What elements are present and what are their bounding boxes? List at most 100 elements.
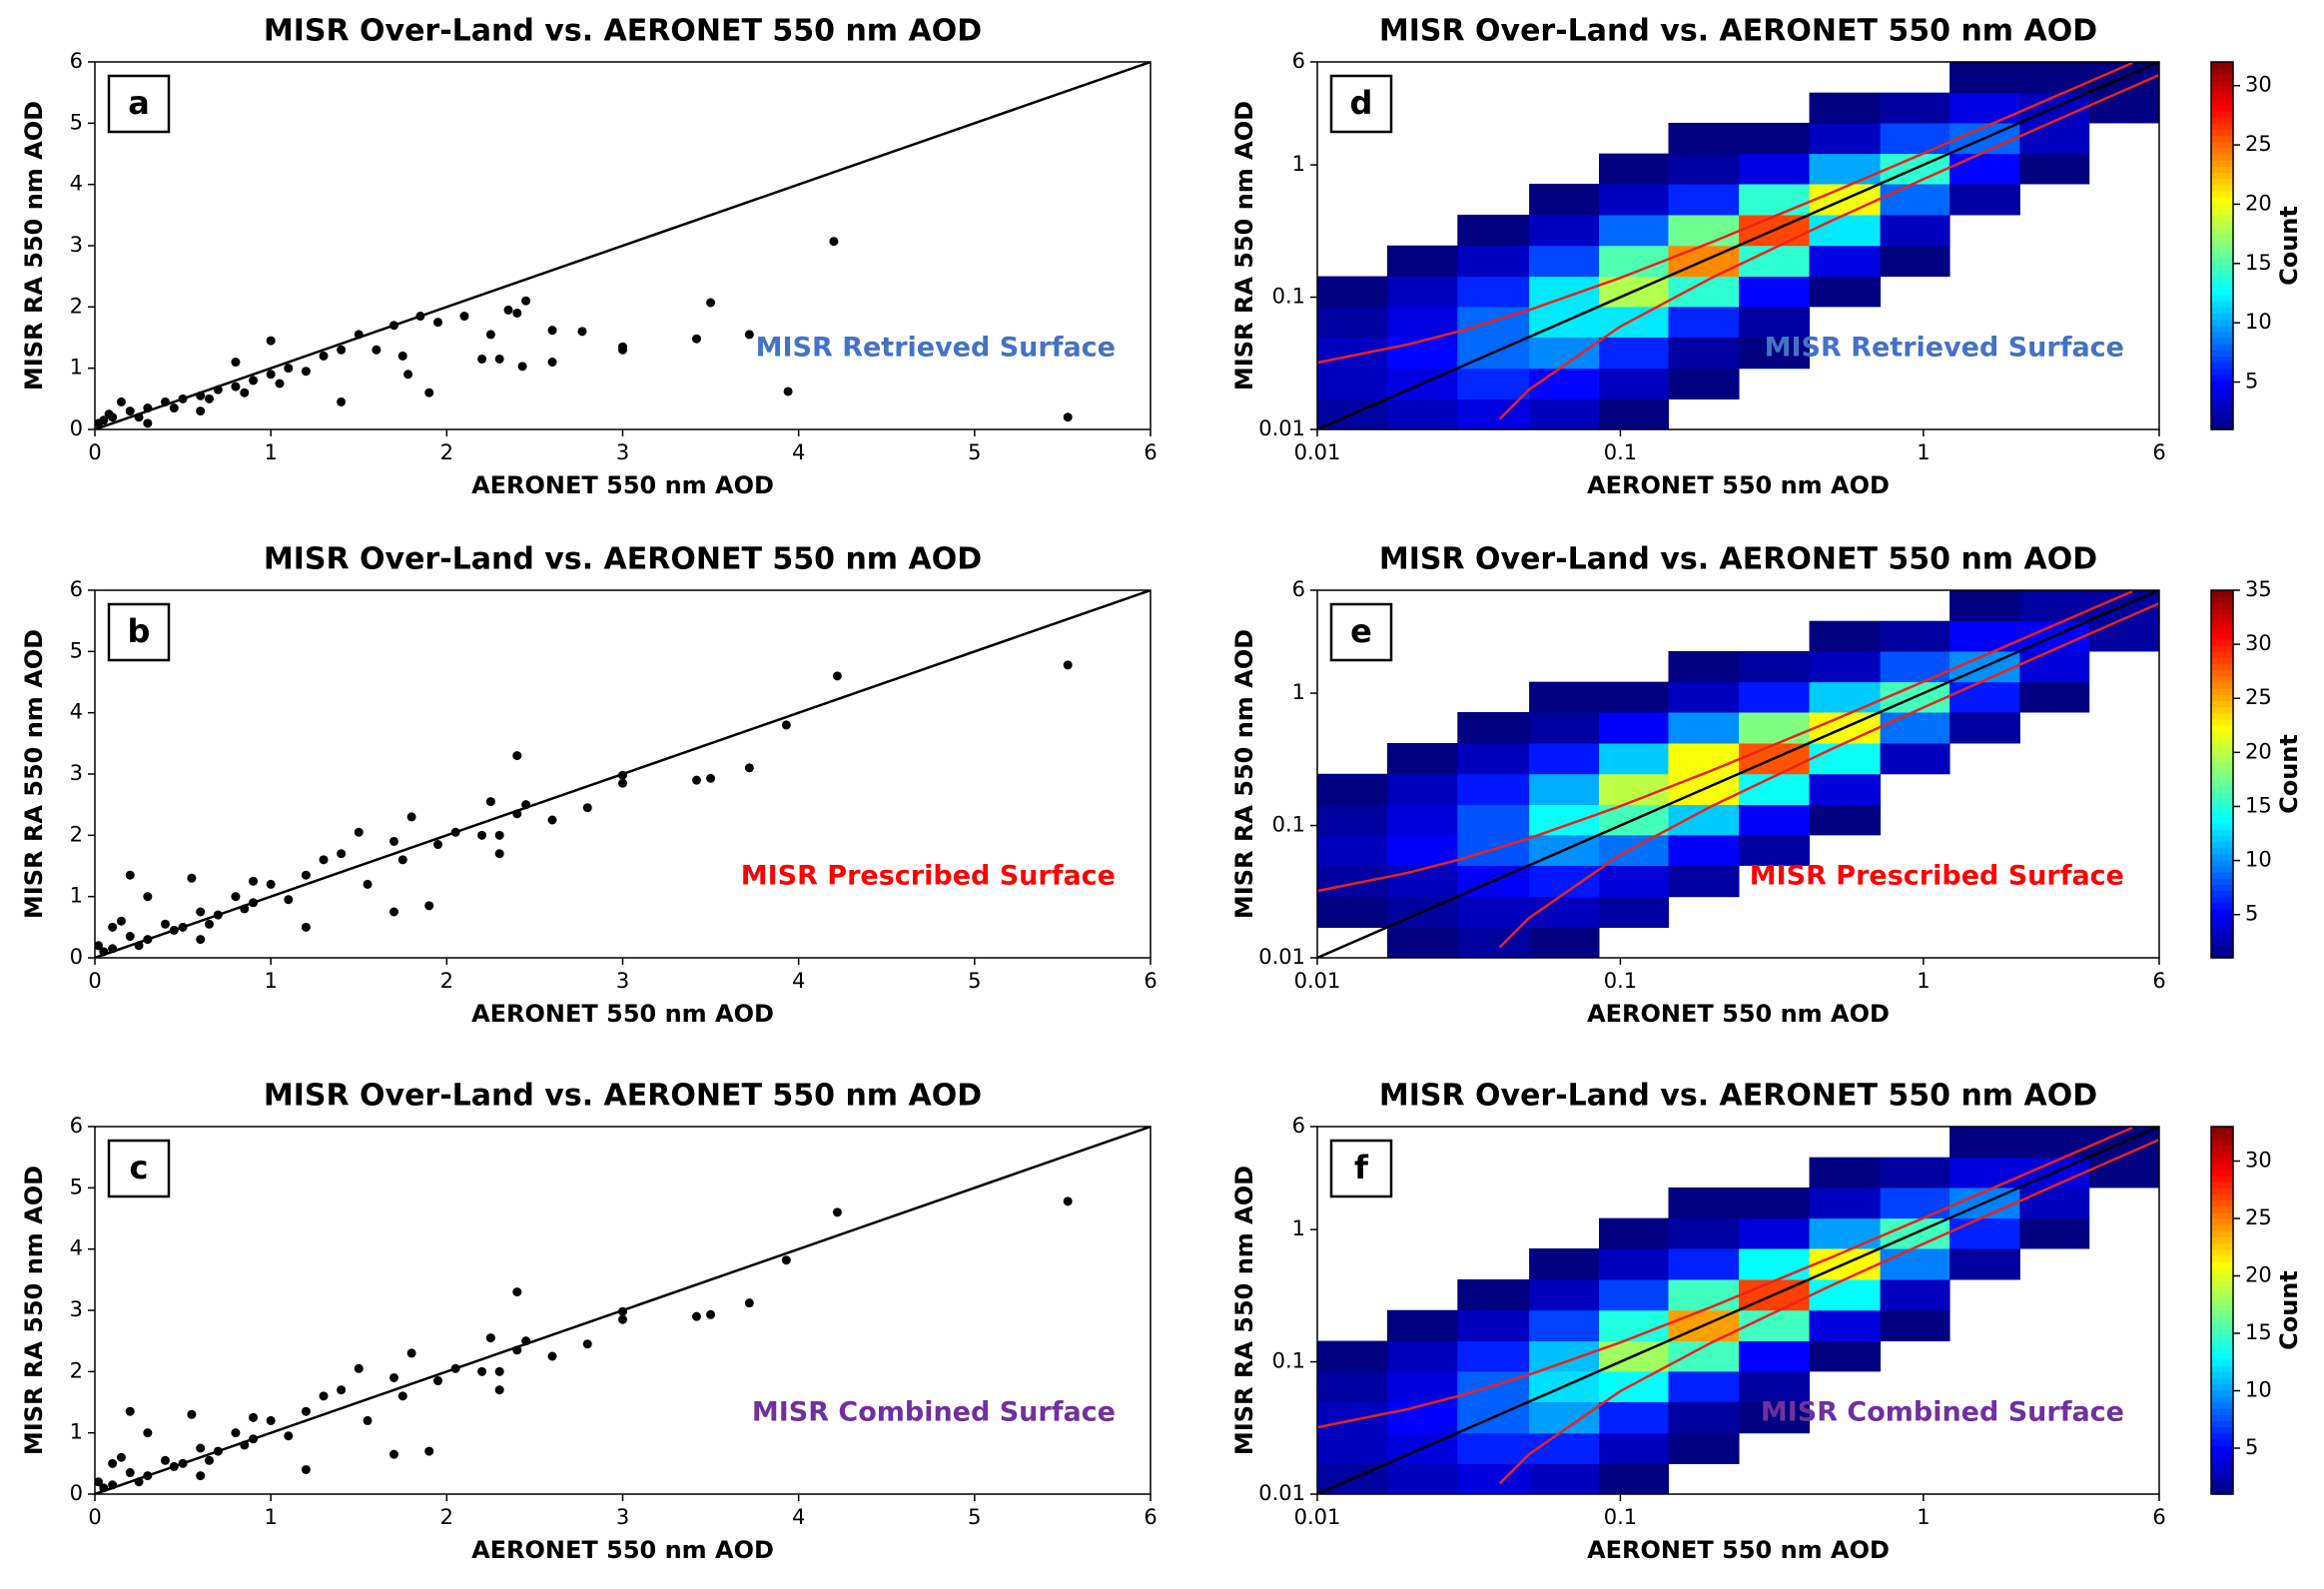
hist-cell <box>1457 1432 1530 1464</box>
y-tick-label: 1 <box>70 356 83 380</box>
colorbar-slice <box>2211 639 2233 646</box>
colorbar-label: Count <box>2275 1270 2303 1350</box>
scatter-point <box>512 308 522 318</box>
chart-title: MISR Over-Land vs. AERONET 550 nm AOD <box>264 14 982 49</box>
colorbar-slice <box>2211 1475 2233 1483</box>
colorbar-slice <box>2211 325 2233 333</box>
hist-cell <box>1949 62 2020 94</box>
colorbar-slice <box>2211 129 2233 137</box>
colorbar-slice <box>2211 927 2233 935</box>
hist-cell <box>2019 122 2090 155</box>
y-tick-label: 5 <box>70 1175 83 1198</box>
hist-cell <box>1599 214 1669 247</box>
x-tick-label: 0 <box>88 440 101 464</box>
colorbar-slice <box>2211 810 2233 818</box>
x-tick-label: 0.1 <box>1604 1505 1637 1529</box>
colorbar-slice <box>2211 1432 2233 1440</box>
y-tick-label: 4 <box>70 1236 83 1260</box>
hist-cell <box>1739 337 1811 370</box>
panel: 5 10 15 20 25 30 Count 0.01 0.1 1 6 0.01 0.1 1 6 MISR O… <box>1230 14 2303 500</box>
hist-cell <box>1949 620 2020 652</box>
colorbar-slice <box>2211 1279 2233 1287</box>
hist-cell <box>1386 927 1458 958</box>
hist-cell <box>1668 214 1740 247</box>
hist-cell <box>1529 1340 1600 1372</box>
colorbar-slice <box>2211 1242 2233 1250</box>
hist-cell <box>1668 1401 1740 1434</box>
colorbar-slice <box>2211 884 2233 892</box>
y-tick-label: 4 <box>70 172 83 196</box>
panel-label-box <box>1329 602 1393 662</box>
colorbar-slice <box>2211 1395 2233 1403</box>
scatter-point <box>706 773 716 783</box>
scatter-point <box>125 1406 135 1416</box>
x-tick-label: 2 <box>440 969 453 993</box>
y-tick-label: 0.01 <box>1258 416 1305 440</box>
colorbar-slice <box>2211 1377 2233 1385</box>
scatter-point <box>337 345 347 355</box>
hist-cell <box>1809 650 1882 683</box>
hist-cell <box>1668 742 1740 775</box>
scatter-point <box>424 901 434 911</box>
panel: 0 1 2 3 4 5 6 0 1 2 3 4 5 6 MISR Over-Land vs. AERONET… <box>20 542 1158 1029</box>
colorbar-slice <box>2211 804 2233 812</box>
scatter-point <box>459 312 469 322</box>
panel: 5 10 15 20 25 30 Count 0.01 0.1 1 6 0.01 0.1 1 6 MISR O… <box>1230 1079 2303 1565</box>
scatter-point <box>433 840 443 850</box>
colorbar-tick-label: 25 <box>2245 685 2272 709</box>
hist-cell <box>1880 122 1950 155</box>
hist-cell <box>1809 214 1882 247</box>
scatter-point <box>249 1412 259 1422</box>
colorbar-slice <box>2211 1230 2233 1237</box>
hist-cell <box>1457 1278 1530 1311</box>
colorbar-slice <box>2211 154 2233 161</box>
scatter-point <box>406 1348 416 1358</box>
colorbar-slice <box>2211 829 2233 836</box>
hist-cell <box>1457 398 1530 429</box>
chart-title: MISR Over-Land vs. AERONET 550 nm AOD <box>1379 1079 2097 1114</box>
colorbar-slice <box>2211 767 2233 775</box>
y-tick-label: 3 <box>70 233 83 257</box>
y-tick-label: 0 <box>70 1481 83 1505</box>
colorbar-slice <box>2211 602 2233 609</box>
scatter-point <box>108 922 118 932</box>
scatter-point <box>231 892 241 902</box>
scatter-point <box>266 370 276 380</box>
hist-cell <box>1739 1309 1811 1342</box>
hist-cell <box>1386 742 1458 775</box>
hist-cell <box>1739 1340 1811 1372</box>
hist-cell <box>1668 650 1740 683</box>
scatter-point <box>618 778 627 788</box>
colorbar-slice <box>2211 620 2233 628</box>
scatter-point <box>231 1428 241 1438</box>
reference-line <box>1498 1138 2159 1485</box>
colorbar-slice <box>2211 590 2233 597</box>
colorbar-slice <box>2211 1463 2233 1471</box>
scatter-point <box>618 1314 627 1324</box>
colorbar-slice <box>2211 1389 2233 1397</box>
hist-cell <box>1317 1432 1388 1464</box>
colorbar-slice <box>2211 737 2233 744</box>
y-tick-label: 6 <box>70 49 83 73</box>
chart-title: MISR Over-Land vs. AERONET 550 nm AOD <box>1379 14 2097 49</box>
plot-area <box>1317 590 2159 958</box>
hist-cell <box>1386 1370 1458 1402</box>
axes-frame <box>1316 1126 2160 1495</box>
hist-cell <box>1529 773 1600 806</box>
scatter-point <box>1063 660 1073 670</box>
x-tick-label: 4 <box>792 969 805 993</box>
colorbar-slice <box>2211 682 2233 689</box>
hist-cell <box>1668 122 1740 155</box>
hist-cell <box>1880 92 1950 124</box>
hist-cell <box>1668 337 1740 370</box>
hist-cell <box>1529 1463 1600 1494</box>
x-axis-label: AERONET 550 nm AOD <box>471 471 774 499</box>
colorbar-slice <box>2211 184 2233 192</box>
y-tick-label: 2 <box>70 1358 83 1382</box>
hist-cell <box>1668 865 1740 898</box>
colorbar-slice <box>2211 780 2233 787</box>
scatter-point <box>547 358 557 368</box>
hist-cell <box>1880 650 1950 683</box>
scatter-point <box>160 919 170 929</box>
